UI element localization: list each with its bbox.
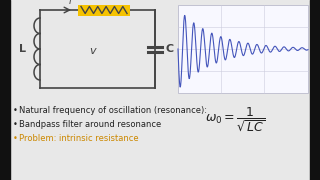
- Text: Problem: intrinsic resistance: Problem: intrinsic resistance: [19, 134, 139, 143]
- Text: L: L: [19, 44, 26, 54]
- Text: i: i: [68, 0, 71, 6]
- Text: •: •: [13, 120, 18, 129]
- Text: Natural frequency of oscillation (resonance):: Natural frequency of oscillation (resona…: [19, 106, 207, 115]
- Text: Bandpass filter around resonance: Bandpass filter around resonance: [19, 120, 161, 129]
- Bar: [78, 4, 130, 15]
- Text: •: •: [13, 134, 18, 143]
- Bar: [178, 5, 308, 93]
- Text: •: •: [13, 106, 18, 115]
- Text: C: C: [166, 44, 174, 54]
- Text: v: v: [89, 46, 96, 56]
- Text: $\omega_0 = \dfrac{1}{\sqrt{LC}}$: $\omega_0 = \dfrac{1}{\sqrt{LC}}$: [205, 106, 266, 134]
